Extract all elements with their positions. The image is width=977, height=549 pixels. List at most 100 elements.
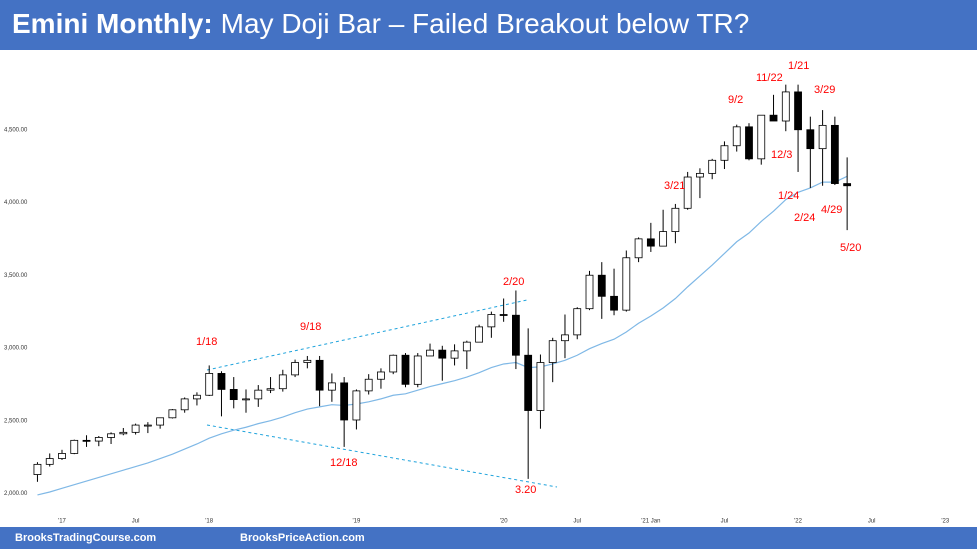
candle-body (499, 314, 508, 316)
candle-body (291, 362, 299, 376)
candle-body (561, 334, 569, 342)
annotation: 4/29 (821, 204, 842, 216)
candle-body (720, 145, 729, 161)
candle-body (524, 354, 533, 411)
candle-body (315, 359, 324, 391)
candle-body (781, 91, 790, 122)
candle-body (671, 207, 680, 232)
y-tick-label: 3,000.00 (4, 346, 28, 352)
candle-body (193, 394, 201, 400)
y-tick-label: 3,500.00 (4, 273, 28, 279)
candle-body (401, 354, 410, 385)
candle-body (180, 398, 189, 411)
candle-body (696, 172, 704, 178)
candle-body (512, 314, 520, 356)
candle-body (58, 453, 66, 459)
y-tick-label: 4,000.00 (4, 200, 28, 206)
annotation: 5/20 (840, 242, 861, 254)
footer-text: BrooksTradingCourse.com (15, 532, 156, 544)
candle-body (708, 159, 717, 174)
x-tick-label: '19 (353, 519, 361, 525)
candle-body (646, 238, 655, 247)
title-text: May Doji Bar – Failed Breakout below TR? (221, 8, 750, 39)
candle-body (426, 349, 434, 357)
x-tick-label: '22 (794, 519, 802, 525)
candle-body (377, 371, 385, 380)
candle-body (131, 424, 140, 433)
candle-body (205, 373, 214, 396)
annotation: 12/3 (771, 149, 792, 161)
y-tick-label: 2,000.00 (4, 491, 28, 497)
annotation: 1/24 (778, 190, 799, 202)
candle-body (634, 238, 643, 259)
x-tick-label: '20 (500, 519, 508, 525)
candle-body (156, 417, 165, 426)
annotation: 3/21 (664, 180, 685, 192)
x-tick-label: '18 (205, 519, 213, 525)
candle-body (242, 398, 250, 401)
annotation: 11/22 (756, 72, 783, 84)
candle-body (732, 126, 741, 147)
candle-body (487, 314, 496, 328)
candle-body (413, 355, 422, 385)
candle-body (107, 433, 115, 438)
candle-body (33, 463, 42, 475)
x-tick-label: '21 Jan (641, 519, 660, 525)
candle-body (327, 382, 336, 391)
candle-body (94, 437, 103, 442)
moving-average (37, 175, 848, 496)
candle-body (364, 378, 373, 392)
candle-body (610, 295, 618, 311)
candle-body (217, 373, 226, 390)
candle-body (843, 183, 852, 187)
x-tick-label: Jul (868, 519, 876, 525)
chart-title: Emini Monthly: May Doji Bar – Failed Brea… (12, 8, 749, 39)
candle-body (303, 359, 312, 363)
candle-body (548, 340, 557, 363)
candle-body (462, 341, 471, 352)
candle-body (622, 257, 631, 311)
x-tick-label: Jul (721, 519, 729, 525)
candle-body (806, 129, 815, 150)
annotation: 3/29 (814, 84, 835, 96)
candle-body (475, 326, 483, 343)
candle-body (143, 424, 152, 427)
candle-body (278, 374, 287, 390)
candle-body (794, 91, 802, 131)
y-tick-label: 4,500.00 (4, 127, 28, 133)
candle-body (830, 124, 839, 184)
annotation: 2/20 (503, 276, 524, 288)
annotation: 12/18 (330, 457, 358, 469)
footer-text: BrooksPriceAction.com (240, 532, 365, 544)
candle-body (659, 231, 668, 247)
x-tick-label: '23 (941, 519, 949, 525)
candle-body (229, 389, 238, 401)
candle-body (254, 389, 263, 400)
trendline (206, 299, 528, 371)
annotation: 2/24 (794, 212, 815, 224)
candle-body (70, 439, 79, 454)
candle-body (597, 274, 606, 297)
candle-body (769, 114, 778, 122)
candle-body (450, 350, 459, 359)
footer-bar (0, 527, 977, 549)
candle-body (82, 439, 91, 442)
candle-body (683, 176, 692, 209)
candle-body (266, 388, 275, 391)
candle-body (438, 349, 447, 359)
candle-body (585, 274, 594, 310)
x-tick-label: Jul (573, 519, 581, 525)
candle-body (389, 354, 398, 373)
y-tick-label: 2,500.00 (4, 418, 28, 424)
annotation: 1/18 (196, 336, 217, 348)
x-tick-label: '17 (58, 519, 66, 525)
candle-body (119, 431, 128, 435)
title-bar (0, 0, 977, 50)
candle-body (745, 126, 753, 160)
title-bold: Emini Monthly: (12, 8, 213, 39)
annotation: 9/18 (300, 321, 321, 333)
candle-body (818, 124, 827, 150)
candle-body (340, 382, 349, 421)
annotation: 1/21 (788, 60, 809, 72)
